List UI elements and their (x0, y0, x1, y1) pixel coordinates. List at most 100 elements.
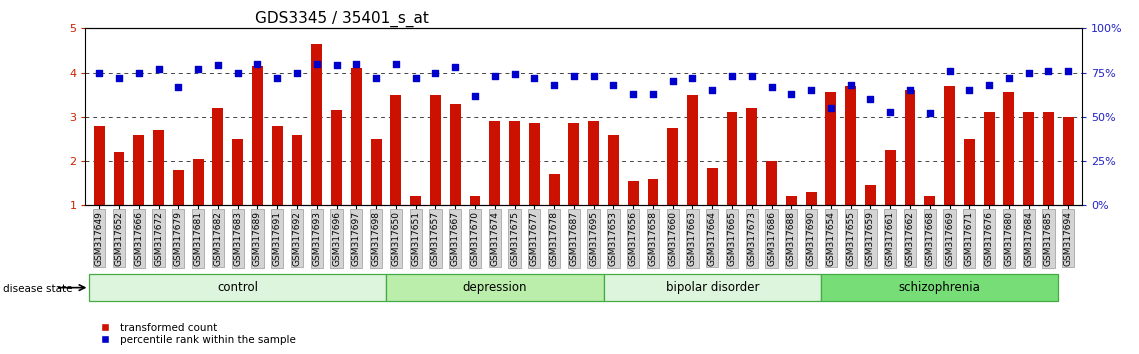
Bar (331, 110, 342, 205)
Bar (1043, 113, 1054, 205)
Point (605, 82, 623, 88)
Bar (173, 170, 183, 205)
Bar (944, 86, 954, 205)
Bar (351, 68, 362, 205)
Bar (707, 168, 718, 205)
Text: depression: depression (462, 281, 527, 294)
Point (1059, 68, 1077, 74)
Point (624, 91, 642, 97)
Point (90, 70, 108, 75)
Bar (885, 150, 895, 205)
Point (565, 73, 583, 79)
Point (506, 72, 524, 77)
Point (544, 82, 563, 88)
Bar (213, 108, 223, 205)
Bar (192, 159, 204, 205)
Point (644, 91, 662, 97)
Bar (984, 113, 994, 205)
Point (664, 79, 682, 84)
Point (426, 70, 444, 75)
Bar (431, 95, 441, 205)
Bar (528, 124, 540, 205)
Point (802, 87, 820, 93)
Point (882, 109, 900, 114)
Point (208, 63, 227, 68)
Point (782, 91, 801, 97)
Bar (509, 121, 521, 205)
Point (1039, 68, 1057, 74)
Point (347, 61, 366, 67)
Bar (232, 139, 243, 205)
Bar (93, 126, 105, 205)
Bar (964, 139, 975, 205)
Bar (568, 124, 580, 205)
Bar (153, 130, 164, 205)
Point (407, 75, 425, 81)
FancyBboxPatch shape (821, 274, 1058, 301)
Bar (1003, 92, 1015, 205)
Bar (1023, 113, 1034, 205)
Legend: transformed count, percentile rank within the sample: transformed count, percentile rank withi… (91, 318, 300, 349)
Point (960, 87, 978, 93)
Point (1000, 75, 1018, 81)
Bar (292, 135, 303, 205)
Point (941, 68, 959, 74)
Point (446, 64, 465, 70)
Bar (647, 179, 658, 205)
Point (149, 66, 167, 72)
Bar (608, 135, 618, 205)
Point (703, 87, 721, 93)
FancyBboxPatch shape (386, 274, 604, 301)
Bar (727, 113, 737, 205)
Point (268, 75, 286, 81)
Point (743, 73, 761, 79)
Text: schizophrenia: schizophrenia (899, 281, 981, 294)
Point (170, 84, 188, 90)
Text: GDS3345 / 35401_s_at: GDS3345 / 35401_s_at (255, 11, 428, 27)
Text: control: control (218, 281, 259, 294)
Point (288, 70, 306, 75)
Bar (687, 95, 698, 205)
Point (189, 66, 207, 72)
Bar (746, 108, 757, 205)
Point (466, 93, 484, 98)
FancyBboxPatch shape (89, 274, 386, 301)
Bar (272, 126, 282, 205)
Bar (252, 66, 263, 205)
Bar (904, 90, 916, 205)
Bar (826, 92, 836, 205)
Bar (667, 128, 678, 205)
Point (1019, 70, 1038, 75)
Point (822, 105, 841, 111)
Point (762, 84, 780, 90)
Point (485, 73, 503, 79)
Bar (845, 86, 857, 205)
Point (229, 70, 247, 75)
Bar (133, 135, 145, 205)
Bar (805, 192, 817, 205)
Bar (1063, 117, 1074, 205)
Point (387, 61, 405, 67)
Point (525, 75, 543, 81)
Bar (410, 196, 421, 205)
Bar (370, 139, 382, 205)
Point (683, 75, 702, 81)
Point (327, 63, 345, 68)
Text: bipolar disorder: bipolar disorder (665, 281, 759, 294)
FancyBboxPatch shape (604, 274, 821, 301)
Point (980, 82, 998, 88)
Bar (114, 152, 124, 205)
Point (308, 61, 326, 67)
Bar (549, 175, 559, 205)
Bar (490, 121, 500, 205)
Bar (767, 161, 777, 205)
Bar (391, 95, 401, 205)
Point (901, 87, 919, 93)
Text: disease state: disease state (3, 284, 73, 293)
Bar (588, 121, 599, 205)
Point (248, 61, 267, 67)
Point (584, 73, 603, 79)
Bar (925, 196, 935, 205)
Point (920, 110, 939, 116)
Point (110, 75, 129, 81)
